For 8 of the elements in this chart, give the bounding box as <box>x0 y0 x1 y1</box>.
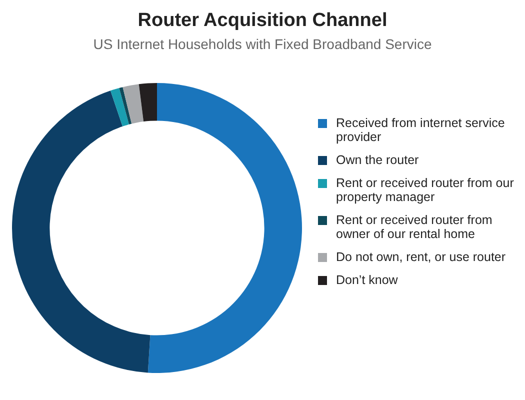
legend-label: Rent or received router from our property manager <box>336 176 515 204</box>
chart-title: Router Acquisition Channel <box>136 10 388 32</box>
legend-label: Do not own, rent, or use router <box>336 250 506 264</box>
chart-subtitle: US Internet Households with Fixed Broadband Service <box>92 36 433 52</box>
legend-label: Rent or received router from owner of our rental home <box>336 213 494 241</box>
legend-label: Own the router <box>336 153 419 167</box>
legend-label: Received from internet service provider <box>336 116 506 144</box>
legend-label: Don’t know <box>336 273 398 287</box>
